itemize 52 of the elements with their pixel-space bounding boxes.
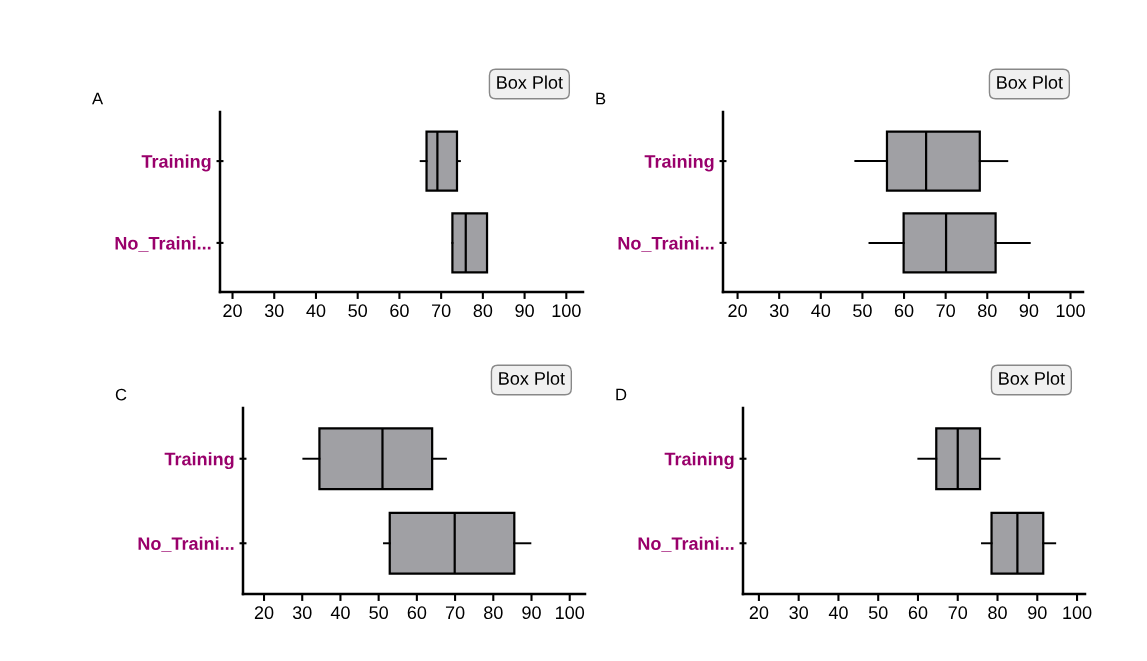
x-tick-label: 60 bbox=[407, 606, 427, 620]
x-tick-label: 70 bbox=[432, 304, 451, 318]
text: Box Plot bbox=[999, 371, 1065, 385]
x-tick-label: 20 bbox=[749, 606, 769, 620]
x-tick-label: 40 bbox=[828, 606, 848, 620]
y-tick-label: Training bbox=[141, 154, 211, 172]
y-tick-label: No_Traini... bbox=[138, 536, 234, 553]
chart-title: B bbox=[596, 92, 606, 105]
x-tick-label: 20 bbox=[728, 304, 747, 318]
x-tick-label: 70 bbox=[948, 606, 968, 620]
x-tick-label: 40 bbox=[306, 304, 326, 318]
x-tick-label: 60 bbox=[390, 304, 409, 318]
text: Box Plot bbox=[497, 75, 563, 89]
chart-title: C bbox=[115, 388, 127, 401]
x-tick-label: 50 bbox=[868, 606, 888, 620]
y-tick-label: No_Traini... bbox=[618, 236, 714, 252]
y-tick-label: No_Traini... bbox=[638, 536, 734, 553]
x-tick-label: 50 bbox=[348, 304, 368, 318]
x-tick-label: 90 bbox=[522, 606, 541, 620]
y-tick-label: Training bbox=[664, 452, 734, 470]
x-tick-label: 30 bbox=[264, 304, 284, 318]
x-tick-label: 60 bbox=[908, 606, 928, 620]
x-tick-label: 100 bbox=[1056, 304, 1085, 318]
x-tick-label: 80 bbox=[978, 304, 997, 318]
x-tick-label: 90 bbox=[1019, 304, 1039, 318]
x-tick-label: 30 bbox=[769, 304, 789, 318]
x-tick-label: 30 bbox=[292, 606, 312, 620]
x-tick-label: 90 bbox=[515, 304, 534, 318]
x-tick-label: 50 bbox=[853, 304, 872, 318]
x-tick-label: 100 bbox=[556, 606, 585, 620]
x-tick-label: 40 bbox=[811, 304, 831, 318]
y-tick-label: No_Traini... bbox=[115, 236, 211, 252]
x-tick-label: 80 bbox=[484, 606, 503, 620]
x-tick-label: 60 bbox=[894, 304, 914, 318]
x-tick-label: 70 bbox=[936, 304, 955, 318]
chart-title: D bbox=[616, 388, 627, 401]
x-tick-label: 20 bbox=[223, 304, 242, 318]
y-tick-label: Training bbox=[644, 154, 714, 172]
x-tick-label: 100 bbox=[1063, 606, 1092, 620]
x-tick-label: 40 bbox=[330, 606, 350, 620]
x-tick-label: 30 bbox=[789, 606, 809, 620]
x-tick-label: 70 bbox=[445, 606, 465, 620]
chart-title: A bbox=[92, 92, 104, 105]
x-tick-label: 100 bbox=[552, 304, 581, 318]
x-tick-label: 50 bbox=[369, 606, 388, 620]
x-tick-label: 20 bbox=[254, 606, 274, 620]
text: Box Plot bbox=[997, 75, 1063, 89]
x-tick-label: 90 bbox=[1028, 606, 1047, 620]
x-tick-label: 80 bbox=[988, 606, 1007, 620]
text: Box Plot bbox=[499, 371, 565, 385]
y-tick-label: Training bbox=[164, 452, 234, 470]
x-tick-label: 80 bbox=[473, 304, 493, 318]
